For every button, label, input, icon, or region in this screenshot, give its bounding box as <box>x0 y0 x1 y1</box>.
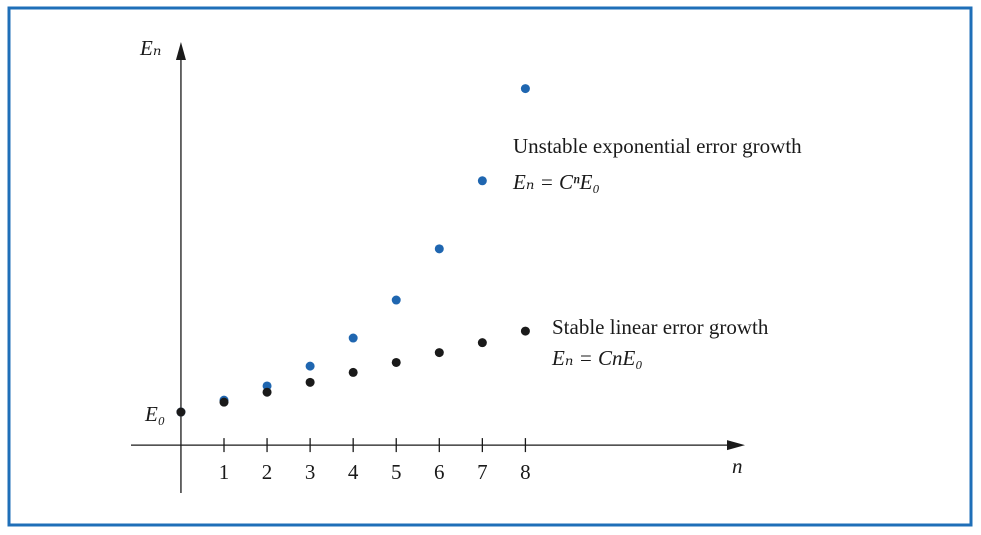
x-tick-label: 7 <box>477 460 488 484</box>
legend-label: Unstable exponential error growth <box>513 134 802 158</box>
y-axis-label: Eₙ <box>139 36 161 60</box>
x-tick-label: 2 <box>262 460 273 484</box>
point <box>348 333 358 343</box>
origin-label: E₀ <box>144 402 165 426</box>
point <box>262 387 272 397</box>
point <box>219 397 229 407</box>
point <box>262 381 272 391</box>
frame <box>7 6 973 527</box>
x-tick-label: 4 <box>348 460 359 484</box>
point <box>434 244 444 254</box>
x-tick-label: 8 <box>520 460 531 484</box>
point <box>348 367 358 377</box>
point <box>477 338 487 348</box>
point <box>477 176 487 186</box>
point <box>305 377 315 387</box>
legend-label: Stable linear error growth <box>552 315 769 339</box>
point <box>391 295 401 305</box>
point <box>176 407 186 417</box>
x-axis-label: n <box>732 454 743 478</box>
x-tick-label: 5 <box>391 460 402 484</box>
y-axis-arrow <box>175 42 186 60</box>
formula: Eₙ = CⁿE₀ <box>512 170 600 194</box>
x-tick-label: 3 <box>305 460 316 484</box>
formula: Eₙ = CnE₀ <box>551 346 643 370</box>
point <box>520 326 530 336</box>
point <box>520 84 530 94</box>
x-axis-arrow <box>727 440 745 451</box>
x-tick-label: 1 <box>219 460 230 484</box>
point <box>305 361 315 371</box>
point <box>434 348 444 358</box>
x-tick-label: 6 <box>434 460 445 484</box>
point <box>391 357 401 367</box>
